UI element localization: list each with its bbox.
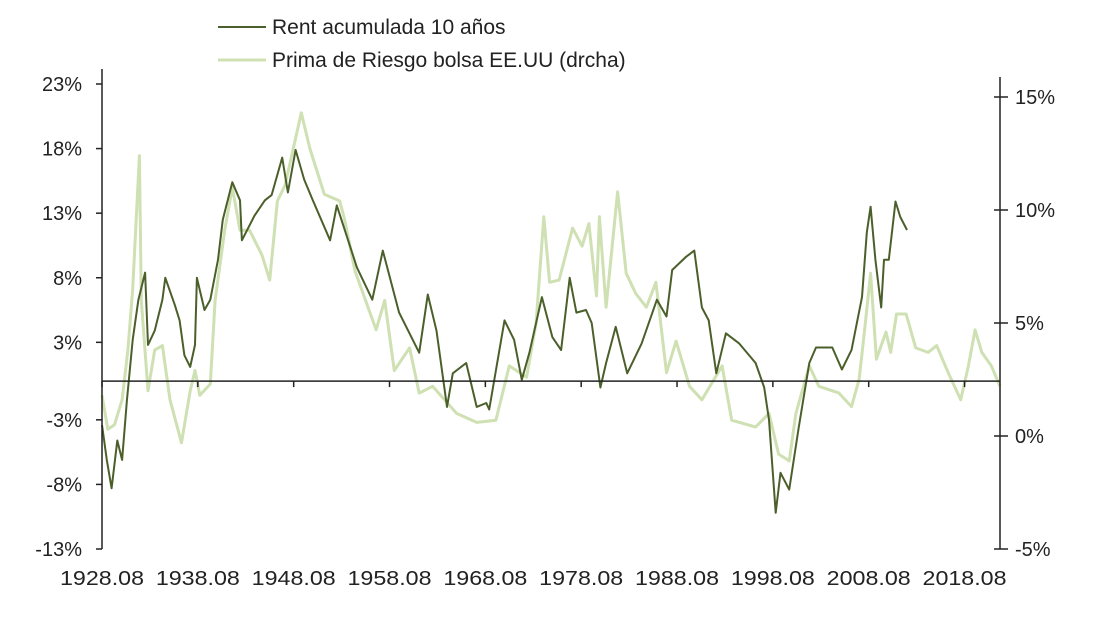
x-axis-tick-label: 1928.08 xyxy=(60,568,144,590)
right-axis-tick-label: 5% xyxy=(1015,313,1044,335)
legend-label-rent: Rent acumulada 10 años xyxy=(272,16,506,39)
left-axis-tick-label: -8% xyxy=(46,474,82,496)
left-axis-tick-label: 13% xyxy=(42,203,82,225)
x-axis-tick-label: 2008.08 xyxy=(827,568,911,590)
series-layer xyxy=(100,111,1002,514)
left-axis-tick-label: -3% xyxy=(46,410,82,432)
right-axis-tick-label: 10% xyxy=(1015,200,1055,222)
left-axis-tick-label: 23% xyxy=(42,74,82,96)
left-axis-tick-label: 18% xyxy=(42,139,82,161)
left-axis-tick-label: -13% xyxy=(35,539,82,561)
x-axis-tick-label: 2018.08 xyxy=(923,568,1007,590)
right-axis-tick-label: 15% xyxy=(1015,87,1055,109)
x-axis-tick-label: 1948.08 xyxy=(252,568,336,590)
x-axis-tick-label: 1968.08 xyxy=(443,568,527,590)
x-axis-tick-label: 1938.08 xyxy=(156,568,240,590)
legend-label-prima: Prima de Riesgo bolsa EE.UU (drcha) xyxy=(272,49,626,72)
legend: Rent acumulada 10 años Prima de Riesgo b… xyxy=(218,16,626,72)
x-axis-tick-label: 1958.08 xyxy=(348,568,432,590)
left-axis-tick-label: 3% xyxy=(53,332,82,354)
x-axis-tick-label: 1988.08 xyxy=(635,568,719,590)
right-axis-tick-label: 0% xyxy=(1015,426,1044,448)
x-axis-tick-label: 1978.08 xyxy=(539,568,623,590)
right-axis-tick-label: -5% xyxy=(1015,539,1051,561)
axes: 23% 18% 13% 8% 3% -3% -8% -13% 15% 10% 5% 0% -5% 1928… xyxy=(35,69,1055,590)
series-line-rent xyxy=(101,148,908,514)
x-axis-tick-label: 1998.08 xyxy=(731,568,815,590)
left-axis-tick-label: 8% xyxy=(53,268,82,290)
series-line-prima xyxy=(100,111,1002,463)
